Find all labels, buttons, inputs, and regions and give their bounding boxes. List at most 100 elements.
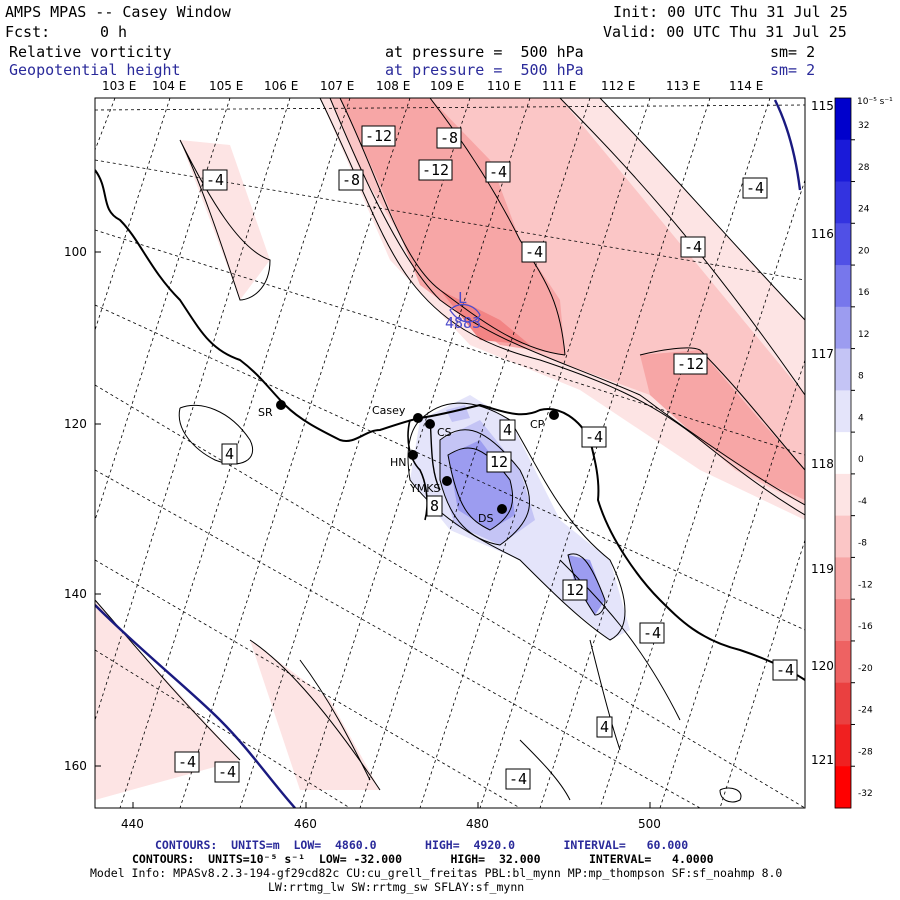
y-tick-labels: 100 120 140 160 [64,245,101,773]
height-contour-ne [773,99,802,191]
station-dot [549,410,559,420]
contour-label: -4 [525,243,543,261]
y-tick-label: 140 [64,587,87,601]
contour-label-box [521,241,547,263]
contour-labels: -12 -8 -12 -8 -4 -4 -4 -4 -4 -12 4 -4 12 4 8 12 -4 -4 4 -4 -… [174,125,798,790]
contour-label: 12 [566,581,584,599]
sm1: sm= 2 [770,43,816,61]
contour-label-box [505,768,531,790]
station-dot [442,476,452,486]
colorbar-tick-label: 32 [858,121,869,131]
sm2: sm= 2 [770,61,816,79]
footer-vorticity-contours: CONTOURS: UNITS=10⁻⁵ s⁻¹ LOW= -32.000 HI… [132,852,714,866]
contour-label: -4 [776,661,794,679]
contour-label: 4 [225,445,234,463]
contour-label: -4 [585,428,603,446]
station-label: DS [478,512,493,525]
colorbar-swatch [835,265,851,308]
footer-physics-info: LW:rrtmg_lw SW:rrtmg_sw SFLAY:sf_mynn [268,880,525,894]
contour-label: -12 [365,127,392,145]
field1-name: Relative vorticity [9,43,172,61]
contour-label: -8 [440,129,458,147]
contour-label-box [436,127,462,149]
colorbar-tick-label: -16 [858,622,873,632]
neg-vort-core [440,290,530,345]
contour-label-box [202,169,228,191]
contour-label-box [361,125,396,147]
lon-top-label: 105 E [209,79,243,93]
colorbar-tick-label: -12 [858,580,873,590]
station-label: Casey [372,404,406,417]
contour-label: 8 [430,497,439,515]
colorbar-swatch [835,557,851,600]
contour-label: 4 [600,718,609,736]
contour-label-box [338,169,364,191]
footer-model-info: Model Info: MPASv8.2.3-194-gf29cd82c CU:… [90,866,783,880]
contour-label: -4 [206,171,224,189]
colorbar-tick-label: -8 [858,539,867,549]
contour-label-box [562,579,588,601]
contour-label: -4 [643,624,661,642]
lon-top-label: 114 E [729,79,763,93]
neg-vort-strong-east [640,350,805,500]
contour-label-box [486,451,512,473]
contour-label-box [639,622,665,644]
colorbar-swatch [835,98,851,141]
contour-label: -4 [218,763,236,781]
x-tick-labels: 440 460 480 500 [121,802,661,831]
lon-top-label: 110 E [487,79,521,93]
lon-top-label: 103 E [102,79,136,93]
colorbar-swatch [835,640,851,684]
station-dot [497,504,507,514]
lon-top-label: 109 E [430,79,464,93]
contour-label-box [680,236,706,258]
neg-vort-s [250,640,380,790]
y-tick-label: 100 [64,245,87,259]
station-label: HN [390,456,407,469]
lon-top-label: 112 E [601,79,635,93]
height-low-contour [449,303,481,323]
colorbar-tick-label: -24 [858,706,873,716]
lon-top-labels: 103 E 104 E 105 E 106 E 107 E 108 E 109 E 110 E… [102,79,763,93]
x-tick-label: 440 [121,817,144,831]
colorbar-tick-label: 28 [858,163,870,173]
colorbar-tick-label: 12 [858,330,869,340]
contour-label-box [418,159,453,181]
station-dot [276,400,286,410]
colorbar-swatch [835,306,851,350]
contour-label-box [596,716,613,738]
contour-label-box [742,177,768,199]
lon-top-label: 104 E [152,79,186,93]
station-label: CS [437,426,452,439]
contour-label: -4 [489,163,507,181]
neg-vort-strong [340,98,565,355]
colorbar-swatch [835,223,851,266]
lon-top-label: 113 E [666,79,700,93]
contour-label-box [426,495,443,517]
colorbar-tick-label: 20 [858,246,870,256]
colorbar-swatch [835,181,851,224]
colorbar-tick-label: 16 [858,288,870,298]
station-label: CP [530,418,545,431]
app-title: AMPS MPAS -- Casey Window [5,3,231,21]
contour-label-box [499,419,516,441]
contour-label-box [221,443,238,465]
field2-name: Geopotential height [9,61,181,79]
lon-top-label: 106 E [264,79,298,93]
colorbar-tick-label: -4 [858,497,867,507]
station-dot [408,450,418,460]
station-dot [413,413,423,423]
map-frame [94,97,806,809]
contour-label-box [581,426,607,448]
colorbar-tick-label: 24 [858,205,870,215]
station-dot [425,419,435,429]
neg-vort-sw [95,600,240,800]
contour-label-box [214,761,240,783]
lon-top-label: 111 E [542,79,576,93]
valid-time: Valid: 00 UTC Thu 31 Jul 25 [603,23,847,41]
colorbar-swatch [835,766,851,809]
contour-label-box [174,751,200,773]
colorbar-swatch [835,348,851,391]
colorbar-swatch [835,139,851,183]
